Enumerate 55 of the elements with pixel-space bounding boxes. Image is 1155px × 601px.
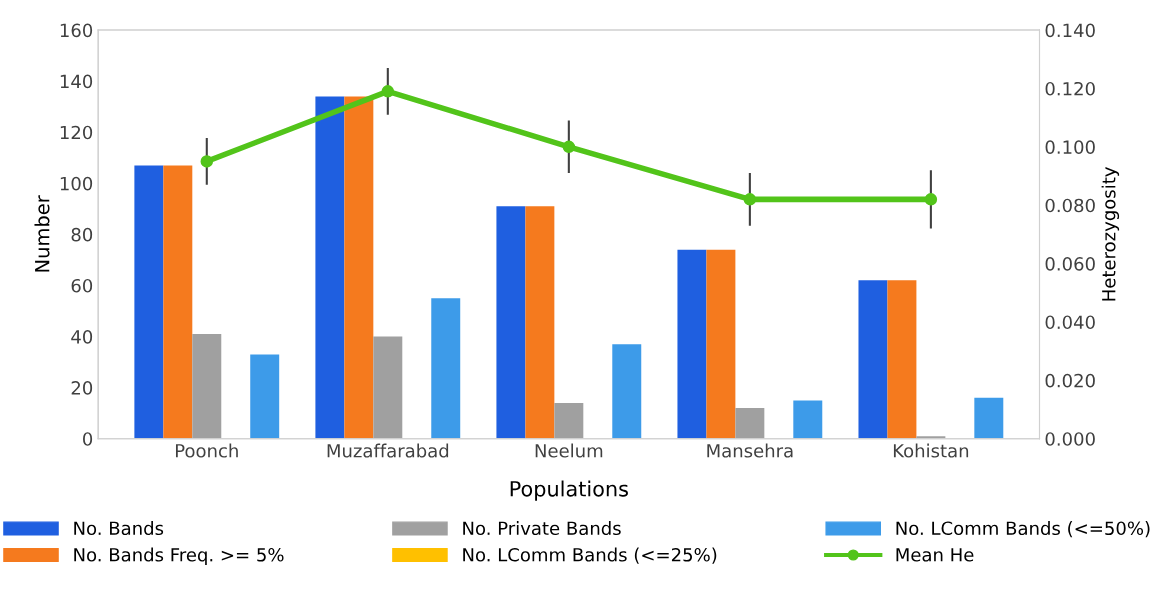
y-tick-label: 100 <box>60 176 93 191</box>
y2-tick-label: 0.120 <box>1045 81 1095 96</box>
bar <box>192 334 222 439</box>
bar <box>706 249 736 439</box>
point <box>924 193 938 206</box>
x-axis-title: Populations <box>510 480 628 501</box>
y-tick-label: 0 <box>83 432 93 446</box>
y2-tick-label: 0.140 <box>1045 23 1095 38</box>
point <box>381 85 395 98</box>
bar <box>163 165 193 439</box>
bar <box>974 397 1004 439</box>
y2-tick-label: 0.040 <box>1045 315 1095 330</box>
x-tick-label: Kohistan <box>893 443 969 458</box>
bar <box>496 206 526 439</box>
y-tick-label: 120 <box>60 125 93 140</box>
x-tick-label: Poonch <box>175 443 238 458</box>
bar <box>250 354 280 439</box>
bar <box>735 408 765 439</box>
x-tick-label: Neelum <box>535 443 603 458</box>
bar <box>793 400 823 439</box>
y-tick-label: 20 <box>71 381 93 395</box>
y2-tick-label: 0.000 <box>1045 432 1095 446</box>
bar <box>887 280 917 439</box>
bar <box>858 280 888 439</box>
legend-label: No. LComm Bands (<=50%) <box>896 521 1150 538</box>
bar <box>134 165 164 439</box>
y-tick-label: 40 <box>71 330 93 344</box>
y2-axis-title: Heterozygosity <box>1101 167 1120 301</box>
legend-label: Mean He <box>896 548 974 562</box>
y-tick-label: 60 <box>71 278 93 293</box>
y2-tick-label: 0.020 <box>1045 373 1095 388</box>
y-tick-label: 160 <box>60 23 93 38</box>
y2-tick-label: 0.080 <box>1045 198 1095 213</box>
point <box>200 155 214 168</box>
y2-tick-label: 0.100 <box>1045 140 1095 154</box>
x-tick-label: Muzaffarabad <box>327 443 449 458</box>
point <box>743 193 757 206</box>
bar <box>612 344 642 439</box>
legend-label: No. Bands Freq. >= 5% <box>74 547 284 566</box>
legend-label: No. Bands <box>74 521 164 536</box>
y-tick-label: 80 <box>71 227 93 242</box>
y2-tick-label: 0.060 <box>1045 257 1095 271</box>
y-tick-label: 140 <box>60 74 93 89</box>
point <box>562 140 576 154</box>
x-tick-label: Mansehra <box>707 443 793 458</box>
bar <box>315 96 345 439</box>
bar <box>554 402 584 439</box>
bar <box>677 249 707 439</box>
legend-label: No. LComm Bands (<=25%) <box>463 547 717 564</box>
y-axis-title: Number <box>34 195 50 272</box>
bar <box>344 96 374 439</box>
legend-label: No. Private Bands <box>463 521 621 536</box>
bar <box>525 206 555 439</box>
bar <box>431 298 461 439</box>
bar <box>373 336 403 439</box>
